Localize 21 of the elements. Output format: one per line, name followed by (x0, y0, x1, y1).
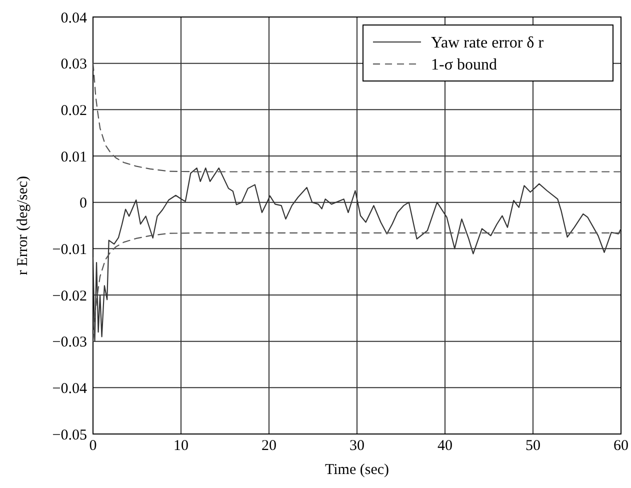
y-tick-label: −0.01 (52, 242, 87, 258)
x-tick-label: 40 (438, 438, 452, 454)
legend-label: 1-σ bound (431, 56, 497, 74)
y-tick-label: −0.02 (52, 288, 87, 304)
legend-label: Yaw rate error δ r (431, 34, 544, 52)
y-axis-title: r Error (deg/sec) (15, 176, 31, 276)
y-tick-label: 0 (80, 196, 87, 212)
x-tick-label: 10 (174, 438, 188, 454)
y-tick-label: 0.04 (60, 10, 88, 26)
x-tick-label: 50 (526, 438, 540, 454)
x-tick-label: 60 (614, 438, 628, 454)
y-tick-label: −0.03 (52, 334, 87, 351)
x-tick-label: 30 (350, 438, 364, 454)
y-tick-label: −0.05 (52, 427, 87, 444)
y-tick-label: 0.02 (60, 102, 87, 119)
x-axis-title: Time (sec) (324, 462, 390, 478)
y-tick-label: 0.01 (60, 149, 87, 166)
x-tick-label: 20 (262, 438, 276, 454)
y-tick-label: 0.03 (60, 56, 87, 73)
line-series (93, 232, 621, 342)
y-tick-label: −0.04 (52, 380, 88, 397)
